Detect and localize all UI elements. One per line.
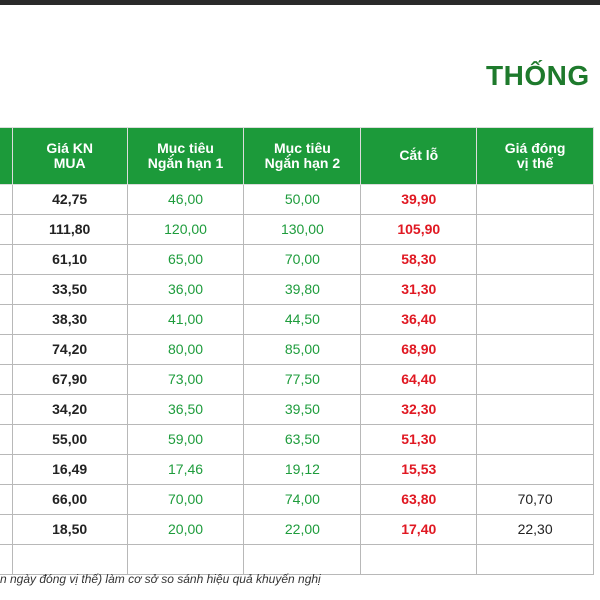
cell-stop: 15,53 bbox=[360, 454, 478, 485]
row-cutoff-cell bbox=[0, 304, 13, 335]
cell-buy: 66,00 bbox=[11, 484, 128, 515]
cell-target1: 36,00 bbox=[126, 274, 245, 305]
cell-target2: 130,00 bbox=[243, 214, 362, 245]
cell-target2: 44,50 bbox=[243, 304, 362, 335]
cell-target2: 50,00 bbox=[243, 184, 362, 215]
cell-stop: 36,40 bbox=[360, 304, 478, 335]
header-close-price: Giá đóng vị thế bbox=[476, 127, 594, 185]
cell-close bbox=[476, 244, 594, 275]
table-empty-row bbox=[0, 544, 594, 575]
cell-close bbox=[476, 364, 594, 395]
cell-target1: 80,00 bbox=[126, 334, 245, 365]
row-cutoff-cell bbox=[0, 454, 13, 485]
cell-close bbox=[476, 274, 594, 305]
header-target-2: Mục tiêu Ngắn hạn 2 bbox=[243, 127, 362, 185]
cell-target1: 73,00 bbox=[126, 364, 245, 395]
cell-target1: 65,00 bbox=[126, 244, 245, 275]
header-buy-price: Giá KN MUA bbox=[11, 127, 128, 185]
cell-close bbox=[476, 334, 594, 365]
row-cutoff-cell bbox=[0, 214, 13, 245]
cell-buy: 55,00 bbox=[11, 424, 128, 455]
cell-target2: 85,00 bbox=[243, 334, 362, 365]
table-row: 66,00 70,00 74,00 63,80 70,70 bbox=[0, 484, 594, 515]
cell-close bbox=[476, 424, 594, 455]
cell-close bbox=[476, 184, 594, 215]
cell-buy: 18,50 bbox=[11, 514, 128, 545]
cell-stop: 64,40 bbox=[360, 364, 478, 395]
top-border-bar bbox=[0, 0, 600, 5]
row-cutoff-cell bbox=[0, 244, 13, 275]
cell-stop: 105,90 bbox=[360, 214, 478, 245]
recommendation-table: Giá KN MUA Mục tiêu Ngắn hạn 1 Mục tiêu … bbox=[0, 127, 594, 575]
cell-close: 22,30 bbox=[476, 514, 594, 545]
row-cutoff-cell bbox=[0, 484, 13, 515]
cell-buy: 16,49 bbox=[11, 454, 128, 485]
cell-target1: 70,00 bbox=[126, 484, 245, 515]
row-cutoff-cell bbox=[0, 514, 13, 545]
cell-buy: 61,10 bbox=[11, 244, 128, 275]
cell-target1: 46,00 bbox=[126, 184, 245, 215]
page-title: THỐNG bbox=[486, 60, 590, 91]
table-row: 42,75 46,00 50,00 39,90 bbox=[0, 184, 594, 215]
cell-close bbox=[476, 214, 594, 245]
cell-target2: 63,50 bbox=[243, 424, 362, 455]
row-cutoff-cell bbox=[0, 184, 13, 215]
cell-stop: 58,30 bbox=[360, 244, 478, 275]
cell-target1: 20,00 bbox=[126, 514, 245, 545]
cell-target1: 41,00 bbox=[126, 304, 245, 335]
table-row: 67,90 73,00 77,50 64,40 bbox=[0, 364, 594, 395]
cell-stop: 51,30 bbox=[360, 424, 478, 455]
row-cutoff-cell bbox=[0, 394, 13, 425]
cell-target1: 36,50 bbox=[126, 394, 245, 425]
row-cutoff-cell bbox=[0, 424, 13, 455]
cell-buy: 111,80 bbox=[11, 214, 128, 245]
table-row: 34,20 36,50 39,50 32,30 bbox=[0, 394, 594, 425]
cell-target1: 120,00 bbox=[126, 214, 245, 245]
header-target-1: Mục tiêu Ngắn hạn 1 bbox=[126, 127, 245, 185]
header-stop-loss: Cắt lỗ bbox=[360, 127, 478, 185]
table-row: 38,30 41,00 44,50 36,40 bbox=[0, 304, 594, 335]
cell-buy: 34,20 bbox=[11, 394, 128, 425]
cell-close: 70,70 bbox=[476, 484, 594, 515]
table-row: 74,20 80,00 85,00 68,90 bbox=[0, 334, 594, 365]
cell-buy: 38,30 bbox=[11, 304, 128, 335]
cell-stop: 68,90 bbox=[360, 334, 478, 365]
row-cutoff-cell bbox=[0, 334, 13, 365]
cell-target2: 74,00 bbox=[243, 484, 362, 515]
table-header-row: Giá KN MUA Mục tiêu Ngắn hạn 1 Mục tiêu … bbox=[0, 127, 594, 185]
cell-target2: 19,12 bbox=[243, 454, 362, 485]
cell-buy: 42,75 bbox=[11, 184, 128, 215]
table-row: 55,00 59,00 63,50 51,30 bbox=[0, 424, 594, 455]
cell-target2: 39,80 bbox=[243, 274, 362, 305]
header-cutoff-cell bbox=[0, 127, 13, 185]
row-cutoff-cell bbox=[0, 364, 13, 395]
table-row: 18,50 20,00 22,00 17,40 22,30 bbox=[0, 514, 594, 545]
row-cutoff-cell bbox=[0, 274, 13, 305]
table-row: 16,49 17,46 19,12 15,53 bbox=[0, 454, 594, 485]
cell-target1: 17,46 bbox=[126, 454, 245, 485]
cell-target2: 22,00 bbox=[243, 514, 362, 545]
cell-stop: 17,40 bbox=[360, 514, 478, 545]
footnote: n ngày đóng vị thế) làm cơ sở so sánh hi… bbox=[0, 572, 321, 586]
cell-target2: 77,50 bbox=[243, 364, 362, 395]
cell-buy: 74,20 bbox=[11, 334, 128, 365]
cell-stop: 32,30 bbox=[360, 394, 478, 425]
cell-stop: 39,90 bbox=[360, 184, 478, 215]
table-row: 111,80 120,00 130,00 105,90 bbox=[0, 214, 594, 245]
cell-target1: 59,00 bbox=[126, 424, 245, 455]
cell-close bbox=[476, 454, 594, 485]
cell-target2: 39,50 bbox=[243, 394, 362, 425]
table-row: 61,10 65,00 70,00 58,30 bbox=[0, 244, 594, 275]
cell-buy: 67,90 bbox=[11, 364, 128, 395]
cell-target2: 70,00 bbox=[243, 244, 362, 275]
cell-buy: 33,50 bbox=[11, 274, 128, 305]
cell-close bbox=[476, 304, 594, 335]
cell-stop: 31,30 bbox=[360, 274, 478, 305]
table-row: 33,50 36,00 39,80 31,30 bbox=[0, 274, 594, 305]
cell-close bbox=[476, 394, 594, 425]
cell-stop: 63,80 bbox=[360, 484, 478, 515]
